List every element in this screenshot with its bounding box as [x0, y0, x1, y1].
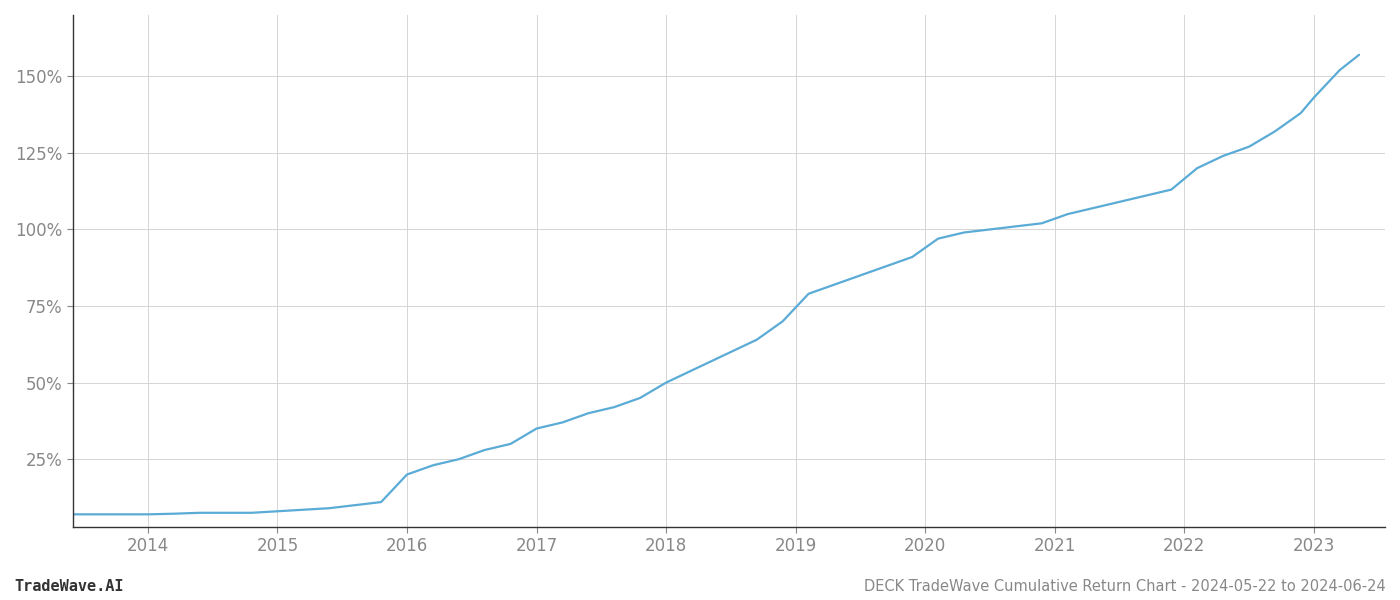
Text: TradeWave.AI: TradeWave.AI	[14, 579, 123, 594]
Text: DECK TradeWave Cumulative Return Chart - 2024-05-22 to 2024-06-24: DECK TradeWave Cumulative Return Chart -…	[864, 579, 1386, 594]
